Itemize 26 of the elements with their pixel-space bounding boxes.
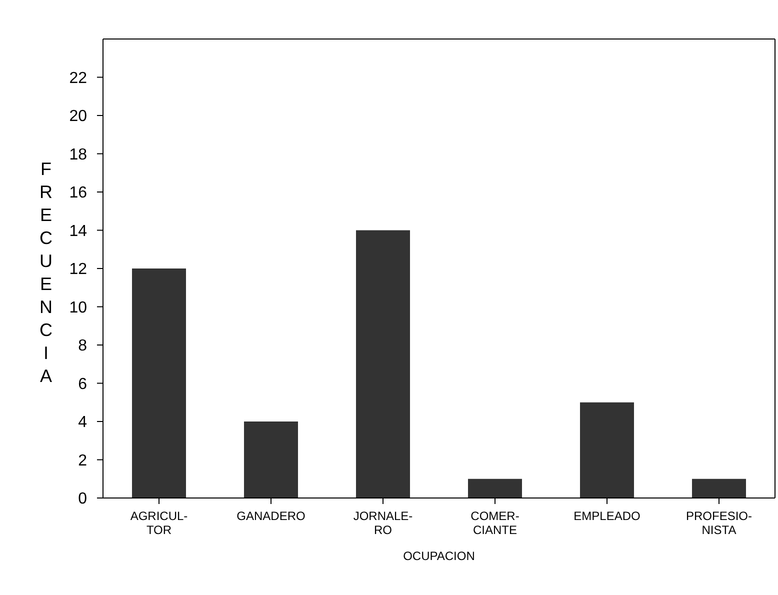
- y-tick-label: 22: [69, 70, 88, 87]
- y-tick-label: 12: [69, 261, 88, 278]
- x-axis-title: OCUPACION: [403, 549, 475, 563]
- y-tick-label: 18: [69, 146, 88, 164]
- bar: [132, 268, 186, 498]
- bar: [468, 478, 522, 498]
- y-tick-label: 8: [78, 338, 88, 355]
- y-tick-label: 10: [69, 299, 88, 316]
- x-tick-label: JORNALE- RO: [353, 509, 413, 537]
- y-tick-label: 6: [78, 376, 88, 393]
- y-tick-label: 16: [69, 184, 88, 202]
- text: FRECUENCIA: [40, 159, 52, 386]
- x-tick-label: GANADERO: [236, 509, 306, 523]
- bar: [580, 402, 634, 498]
- bar: [244, 422, 298, 498]
- y-tick-label: 0: [78, 490, 88, 508]
- x-tick-label: COMER- CIANTE: [470, 509, 520, 537]
- x-tick-label: AGRICUL- TOR: [130, 509, 188, 537]
- x-tick-label: EMPLEADO: [574, 509, 640, 523]
- y-tick-label: 14: [69, 222, 88, 240]
- bar: [692, 478, 746, 498]
- y-tick-label: 2: [78, 452, 88, 470]
- x-tick-label: PROFESIO- NISTA: [686, 509, 752, 537]
- y-tick-label: 20: [69, 108, 88, 126]
- bar: [356, 230, 410, 498]
- y-tick-label: 4: [78, 414, 88, 432]
